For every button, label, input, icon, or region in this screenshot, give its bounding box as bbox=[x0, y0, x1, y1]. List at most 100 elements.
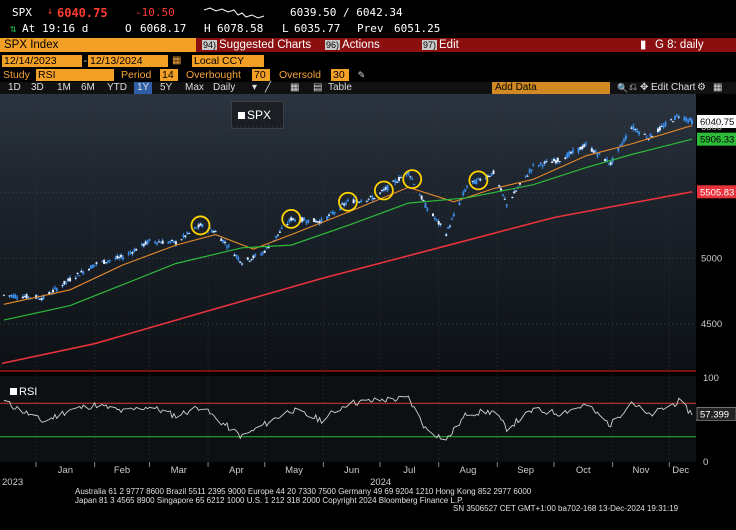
price-candle bbox=[579, 147, 582, 150]
frequency-select[interactable]: Daily bbox=[213, 82, 236, 93]
price-candle bbox=[161, 240, 164, 244]
price-candle bbox=[553, 158, 555, 162]
study-select[interactable]: RSI bbox=[36, 69, 114, 81]
grid-icon[interactable]: ▦ bbox=[713, 82, 723, 93]
period-field[interactable]: 14 bbox=[160, 69, 178, 81]
range-button-max[interactable]: Max bbox=[185, 82, 204, 93]
price-candle bbox=[220, 238, 223, 242]
price-candle bbox=[193, 227, 196, 229]
undo-icon[interactable]: ⎌ bbox=[629, 82, 637, 93]
graph-menu-icon[interactable]: ▮ bbox=[640, 39, 647, 51]
price-candle bbox=[201, 224, 204, 228]
price-candle bbox=[252, 255, 255, 259]
price-candle bbox=[182, 235, 185, 237]
price-candle bbox=[146, 240, 149, 245]
line-tool-icon[interactable]: ╱ bbox=[265, 82, 272, 93]
price-candle bbox=[188, 232, 191, 234]
ma-mid-last-badge: 5906.33 bbox=[700, 135, 734, 146]
range-button-ytd[interactable]: YTD bbox=[107, 82, 127, 93]
price-candle bbox=[120, 254, 123, 258]
edit-chart-button[interactable]: Edit Chart bbox=[651, 82, 696, 93]
price-candle bbox=[382, 189, 385, 191]
bar-style-icon[interactable]: ▦ bbox=[290, 82, 300, 93]
calendar-icon[interactable]: ▦ bbox=[172, 55, 182, 66]
x-tick-may: May bbox=[285, 465, 303, 476]
table-icon[interactable]: ▤ bbox=[313, 82, 323, 93]
price-candle bbox=[233, 254, 236, 257]
highlight-circle-4 bbox=[373, 180, 394, 201]
price-candle bbox=[210, 230, 213, 233]
price-candle bbox=[596, 154, 599, 157]
start-date-field[interactable]: 12/14/2023 bbox=[2, 55, 82, 67]
price-candle bbox=[212, 231, 215, 233]
price-candle bbox=[685, 118, 688, 121]
price-candle bbox=[133, 249, 136, 253]
price-candle bbox=[439, 223, 442, 225]
menu-label: Edit bbox=[439, 39, 459, 51]
oversold-field[interactable]: 30 bbox=[331, 69, 349, 81]
chevron-down-icon[interactable]: ▾ bbox=[252, 82, 258, 93]
ma-long-last-badge: 5505.83 bbox=[700, 187, 734, 198]
highlight-circle-6 bbox=[468, 170, 489, 191]
price-candle bbox=[607, 163, 610, 165]
pencil-icon[interactable]: ✎ bbox=[358, 68, 365, 81]
rsi-swatch bbox=[10, 388, 17, 395]
security-field[interactable]: SPX Index bbox=[0, 38, 196, 52]
price-candle bbox=[239, 261, 242, 263]
menu-code: 96) bbox=[325, 40, 341, 50]
range-button-1y[interactable]: 1Y bbox=[134, 82, 153, 94]
study-label: Study bbox=[3, 69, 30, 81]
crosshair-icon[interactable]: ✥ bbox=[640, 82, 649, 93]
prev-value: 6051.25 bbox=[394, 22, 441, 35]
edit-menu[interactable]: 97) Edit bbox=[422, 38, 459, 52]
range-button-5y[interactable]: 5Y bbox=[160, 82, 173, 93]
price-candle bbox=[186, 232, 189, 235]
actions-menu[interactable]: 96) Actions bbox=[325, 38, 380, 52]
table-button[interactable]: Table bbox=[328, 82, 352, 93]
price-candle bbox=[649, 133, 652, 138]
range-button-6m[interactable]: 6M bbox=[81, 82, 95, 93]
range-button-3d[interactable]: 3D bbox=[31, 82, 44, 93]
price-candle bbox=[373, 197, 376, 200]
price-candle bbox=[55, 288, 58, 292]
price-candle bbox=[358, 201, 361, 203]
price-candle bbox=[354, 200, 357, 202]
gear-icon[interactable]: ⚙ bbox=[697, 82, 706, 93]
price-candle bbox=[114, 257, 117, 259]
bid-ask: 6039.50 / 6042.34 bbox=[290, 6, 403, 19]
add-data-field[interactable]: Add Data bbox=[492, 82, 610, 94]
price-candle bbox=[42, 295, 45, 299]
price-candle bbox=[16, 297, 19, 299]
price-candle bbox=[458, 202, 461, 205]
price-candle bbox=[528, 170, 531, 172]
price-candle bbox=[452, 214, 455, 217]
range-button-1d[interactable]: 1D bbox=[8, 82, 21, 93]
price-candle bbox=[604, 158, 607, 162]
end-date-field[interactable]: 12/13/2024 bbox=[88, 55, 168, 67]
price-candle bbox=[174, 241, 177, 245]
price-candle bbox=[379, 192, 382, 194]
price-candle bbox=[473, 179, 476, 184]
price-candle bbox=[658, 126, 661, 131]
currency-select[interactable]: Local CCY bbox=[192, 55, 264, 67]
price-candle bbox=[630, 127, 633, 129]
price-candle bbox=[173, 240, 176, 243]
price-candle bbox=[199, 223, 202, 226]
price-candle bbox=[292, 218, 295, 220]
zoom-icon[interactable]: 🔍 bbox=[617, 83, 629, 93]
price-candle bbox=[171, 239, 174, 241]
price-candle bbox=[687, 119, 690, 122]
panel-separator bbox=[0, 370, 736, 372]
price-candle bbox=[180, 239, 183, 241]
price-candle bbox=[261, 252, 264, 254]
suggested-charts-menu[interactable]: 94) Suggested Charts bbox=[202, 38, 311, 52]
price-candle bbox=[677, 116, 680, 118]
price-candle bbox=[526, 175, 529, 177]
range-button-1m[interactable]: 1M bbox=[57, 82, 71, 93]
price-candle bbox=[501, 194, 504, 196]
price-candle bbox=[8, 295, 11, 297]
price-candle bbox=[148, 239, 151, 241]
overbought-field[interactable]: 70 bbox=[252, 69, 270, 81]
price-candle bbox=[426, 208, 429, 211]
at-label: At bbox=[22, 22, 36, 35]
